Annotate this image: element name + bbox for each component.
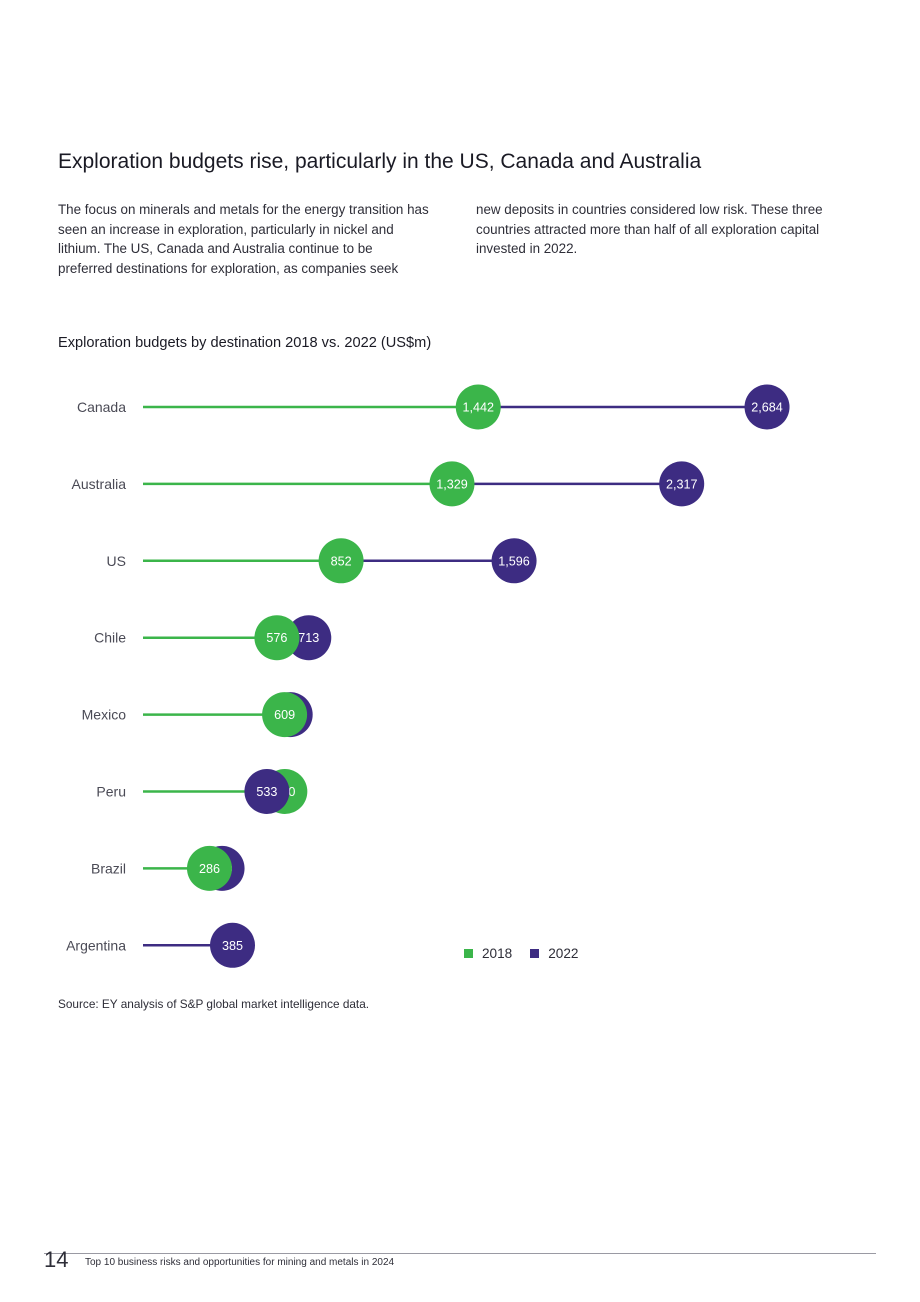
value-label-2022-chile: 713 xyxy=(298,631,319,645)
point-2018-brazil xyxy=(186,845,232,891)
category-label-chile: Chile xyxy=(94,630,126,646)
point-2018-chile xyxy=(254,615,300,661)
point-2018-us xyxy=(318,538,364,584)
value-label-2022-australia: 2,317 xyxy=(666,477,698,491)
intro-column-2: new deposits in countries considered low… xyxy=(476,202,823,256)
chart-legend: 2018 2022 xyxy=(464,946,597,961)
intro-text: The focus on minerals and metals for the… xyxy=(58,200,848,278)
chart-title: Exploration budgets by destination 2018 … xyxy=(58,335,432,351)
page-number: 14 xyxy=(44,1247,69,1272)
point-2022-canada xyxy=(744,384,790,430)
point-2022-us xyxy=(491,538,537,584)
point-2018-australia xyxy=(429,461,475,507)
value-label-2018-canada: 1,442 xyxy=(463,401,495,415)
footer-rule xyxy=(44,1253,876,1254)
point-2018-mexico xyxy=(262,692,308,738)
value-label-2022-canada: 2,684 xyxy=(751,401,783,415)
dumbbell-chart: Canada 2,684 1,442 Australia 2,317 1,329 US 1,5… xyxy=(66,384,790,968)
category-label-peru: Peru xyxy=(96,784,126,800)
point-2022-peru xyxy=(244,769,290,814)
intro-column-1: The focus on minerals and metals for the… xyxy=(58,202,429,276)
value-label-2018-mexico: 609 xyxy=(274,708,295,722)
value-label-2018-us: 852 xyxy=(331,554,352,568)
legend-swatch-2018 xyxy=(464,949,473,958)
value-label-2018-australia: 1,329 xyxy=(436,477,468,491)
point-2022-argentina xyxy=(210,922,256,968)
legend-item-2022: 2022 xyxy=(530,946,579,961)
legend-item-2018: 2018 xyxy=(464,946,512,961)
point-2022-chile xyxy=(286,615,332,661)
value-label-2018-brazil: 286 xyxy=(199,862,220,876)
point-2022-australia xyxy=(659,461,705,507)
footer-text: Top 10 business risks and opportunities … xyxy=(85,1257,395,1268)
point-2018-canada xyxy=(455,384,501,430)
value-label-2022-argentina: 385 xyxy=(222,939,243,953)
category-label-mexico: Mexico xyxy=(82,707,127,723)
source-note: Source: EY analysis of S&P global market… xyxy=(58,997,370,1011)
category-label-us: US xyxy=(107,553,126,569)
category-label-brazil: Brazil xyxy=(91,860,126,876)
category-label-argentina: Argentina xyxy=(66,937,126,953)
page-title: Exploration budgets rise, particularly i… xyxy=(58,150,702,173)
legend-label-2018: 2018 xyxy=(482,946,513,961)
legend-label-2022: 2022 xyxy=(548,946,579,961)
value-label-2018-chile: 576 xyxy=(266,631,287,645)
category-label-canada: Canada xyxy=(77,399,126,415)
value-label-2022-us: 1,596 xyxy=(498,554,530,568)
category-label-australia: Australia xyxy=(72,476,127,492)
value-label-2022-peru: 533 xyxy=(256,785,277,799)
legend-swatch-2022 xyxy=(530,949,540,958)
